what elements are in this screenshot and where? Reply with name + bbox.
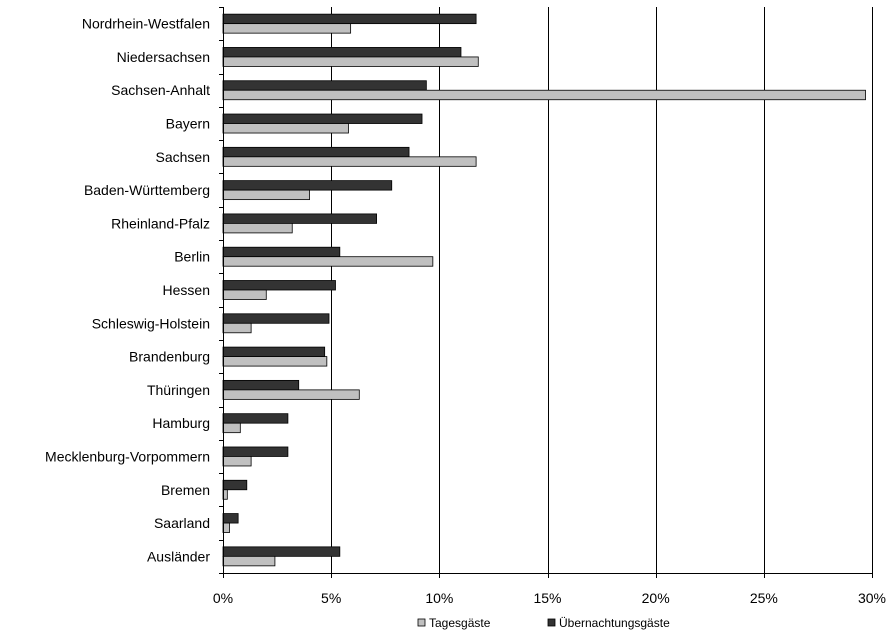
bar-niedersachsen-tagesgaste xyxy=(222,56,479,67)
axes xyxy=(219,7,873,578)
bar-hessen-ubernachtungsgaste xyxy=(222,280,336,291)
x-tick-label: 20% xyxy=(642,590,670,606)
bar-auslander-tagesgaste xyxy=(222,555,276,567)
category-label-berlin: Berlin xyxy=(174,249,210,265)
bar-berlin-ubernachtungsgaste xyxy=(222,246,341,258)
category-label-saarland: Saarland xyxy=(154,515,210,531)
bar-mecklenburg-vorpommern-tagesgaste xyxy=(222,456,252,467)
bar-schleswig-holstein-tagesgaste xyxy=(222,322,252,334)
x-tick-label: 10% xyxy=(425,590,453,606)
category-label-brandenburg: Brandenburg xyxy=(129,349,210,365)
x-tick-label: 30% xyxy=(858,590,886,606)
bar-baden-wurttemberg-tagesgaste xyxy=(222,189,310,201)
category-label-niedersachsen: Niedersachsen xyxy=(117,49,210,65)
bar-brandenburg-tagesgaste xyxy=(222,356,328,367)
category-label-bayern: Bayern xyxy=(166,116,210,132)
bar-berlin-tagesgaste xyxy=(222,256,434,267)
bar-sachsen-anhalt-tagesgaste xyxy=(222,89,866,101)
category-label-bremen: Bremen xyxy=(161,482,210,498)
legend: Tagesgäste Übernachtungsgäste xyxy=(417,616,670,630)
bar-brandenburg-ubernachtungsgaste xyxy=(222,346,326,357)
bar-niedersachsen-ubernachtungsgaste xyxy=(222,47,462,58)
category-label-sachsen-anhalt: Sachsen-Anhalt xyxy=(111,82,210,98)
bar-thuringen-ubernachtungsgaste xyxy=(222,379,300,391)
legend-label-tagesgaste: Tagesgäste xyxy=(429,616,491,630)
bar-sachsen-ubernachtungsgaste xyxy=(222,146,410,158)
bar-schleswig-holstein-ubernachtungsgaste xyxy=(222,313,330,324)
bar-bremen-ubernachtungsgaste xyxy=(222,479,248,491)
legend-label-ubernachtungsgaste: Übernachtungsgäste xyxy=(559,616,670,630)
bar-sachsen-tagesgaste xyxy=(222,156,477,167)
category-label-sachsen: Sachsen xyxy=(156,149,210,165)
legend-swatch-ubernachtungsgaste xyxy=(547,618,556,627)
bar-hamburg-tagesgaste xyxy=(222,422,241,434)
bar-mecklenburg-vorpommern-ubernachtungsgaste xyxy=(222,446,289,457)
bar-hessen-tagesgaste xyxy=(222,289,267,300)
bar-nordrhein-westfalen-ubernachtungsgaste xyxy=(222,13,477,25)
x-tick-labels: 0% 5% 10% 15% 20% 25% 30% xyxy=(213,590,886,606)
bar-baden-wurttemberg-ubernachtungsgaste xyxy=(222,180,393,191)
x-tick-label: 15% xyxy=(533,590,561,606)
category-label-rheinland-pfalz: Rheinland-Pfalz xyxy=(111,215,210,231)
x-tick-label: 25% xyxy=(750,590,778,606)
bar-rheinland-pfalz-tagesgaste xyxy=(222,223,293,234)
grid-lines xyxy=(331,7,873,573)
bar-bayern-tagesgaste xyxy=(222,123,349,134)
category-label-mecklenburg-vorpommern: Mecklenburg-Vorpommern xyxy=(45,448,210,464)
x-tick-label: 5% xyxy=(321,590,341,606)
bars xyxy=(222,13,866,567)
bar-sachsen-anhalt-ubernachtungsgaste xyxy=(222,80,427,91)
category-labels: Nordrhein-Westfalen Niedersachsen Sachsen-… xyxy=(45,16,210,565)
category-label-hessen: Hessen xyxy=(163,282,210,298)
bar-hamburg-ubernachtungsgaste xyxy=(222,413,289,424)
x-tick-label: 0% xyxy=(213,590,233,606)
bar-auslander-ubernachtungsgaste xyxy=(222,546,341,557)
bar-thuringen-tagesgaste xyxy=(222,389,360,400)
legend-swatch-tagesgaste xyxy=(417,618,426,627)
category-label-baden-wurttemberg: Baden-Württemberg xyxy=(84,182,210,198)
category-label-auslander: Ausländer xyxy=(147,548,210,564)
category-label-schleswig-holstein: Schleswig-Holstein xyxy=(92,315,210,331)
category-label-hamburg: Hamburg xyxy=(152,415,210,431)
category-label-nordrhein-westfalen: Nordrhein-Westfalen xyxy=(82,16,210,32)
category-label-thuringen: Thüringen xyxy=(147,382,210,398)
bar-bayern-ubernachtungsgaste xyxy=(222,113,423,124)
bar-nordrhein-westfalen-tagesgaste xyxy=(222,23,352,34)
bar-saarland-ubernachtungsgaste xyxy=(222,513,239,524)
bar-rheinland-pfalz-ubernachtungsgaste xyxy=(222,213,377,224)
